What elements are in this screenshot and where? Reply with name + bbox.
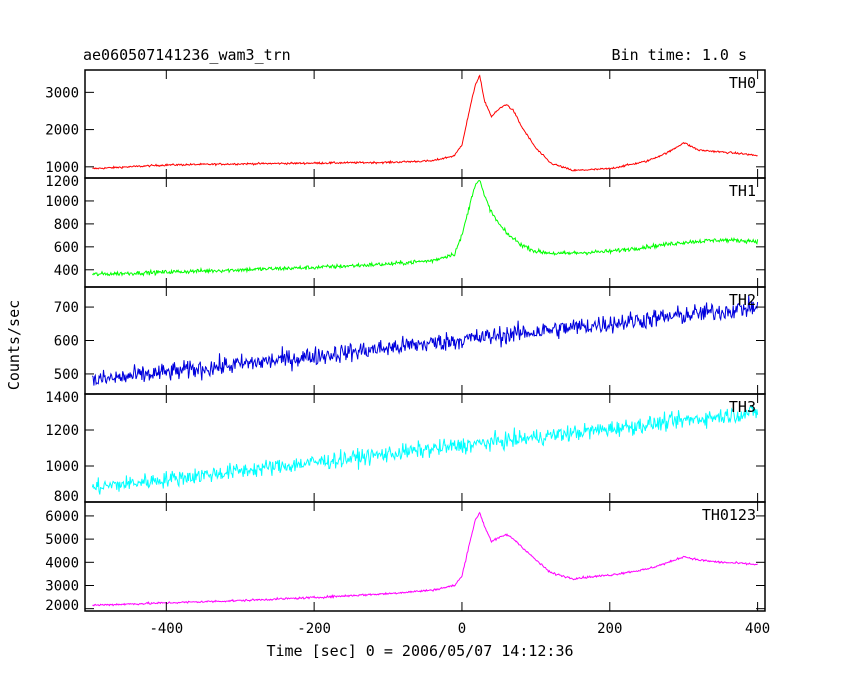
panel-frame-th0: [84, 69, 766, 179]
x-tick-label: 200: [597, 621, 622, 637]
bin-time-label: Bin time: 1.0 s: [612, 46, 747, 64]
series-line-th1: [92, 179, 759, 277]
y-tick-label: 600: [54, 334, 79, 350]
x-tick-label: -200: [297, 621, 331, 637]
x-tick-label: -400: [149, 621, 183, 637]
x-tick-label: 0: [458, 621, 466, 637]
panels-group: TH0100020003000TH140060080010001200TH250…: [45, 69, 770, 637]
panel-frame-th0123: [84, 501, 766, 612]
y-tick-label: 400: [54, 263, 79, 279]
y-tick-label: 5000: [45, 532, 79, 548]
y-tick-label: 1200: [45, 174, 79, 190]
y-tick-label: 600: [54, 240, 79, 256]
y-tick-label: 1000: [45, 160, 79, 176]
y-tick-label: 1000: [45, 459, 79, 475]
series-line-th0: [92, 74, 758, 172]
series-line-th2: [91, 295, 759, 386]
y-tick-label: 2000: [45, 123, 79, 139]
y-tick-label: 1000: [45, 194, 79, 210]
y-tick-label: 6000: [45, 509, 79, 525]
y-tick-label: 1400: [45, 390, 79, 406]
panel-label-th3: TH3: [729, 398, 756, 416]
panel-frame-th2: [84, 286, 766, 395]
y-tick-label: 3000: [45, 578, 79, 594]
panel-label-th0123: TH0123: [702, 506, 756, 524]
y-tick-label: 800: [54, 217, 79, 233]
chart-title: ae060507141236_wam3_trn: [83, 46, 291, 64]
y-tick-label: 500: [54, 367, 79, 383]
series-line-th3: [91, 405, 759, 495]
panel-label-th2: TH2: [729, 291, 756, 309]
y-tick-label: 2000: [45, 598, 79, 614]
x-axis-label: Time [sec] 0 = 2006/05/07 14:12:36: [266, 642, 573, 660]
panel-frame-th1: [84, 177, 766, 288]
y-tick-label: 700: [54, 300, 79, 316]
panel-label-th1: TH1: [729, 182, 756, 200]
y-tick-label: 800: [54, 489, 79, 505]
x-tick-label: 400: [745, 621, 770, 637]
y-axis-label: Counts/sec: [5, 300, 23, 390]
y-tick-label: 4000: [45, 555, 79, 571]
panel-label-th0: TH0: [729, 74, 756, 92]
y-tick-label: 3000: [45, 85, 79, 101]
y-tick-label: 1200: [45, 423, 79, 439]
series-line-th0123: [92, 511, 758, 607]
